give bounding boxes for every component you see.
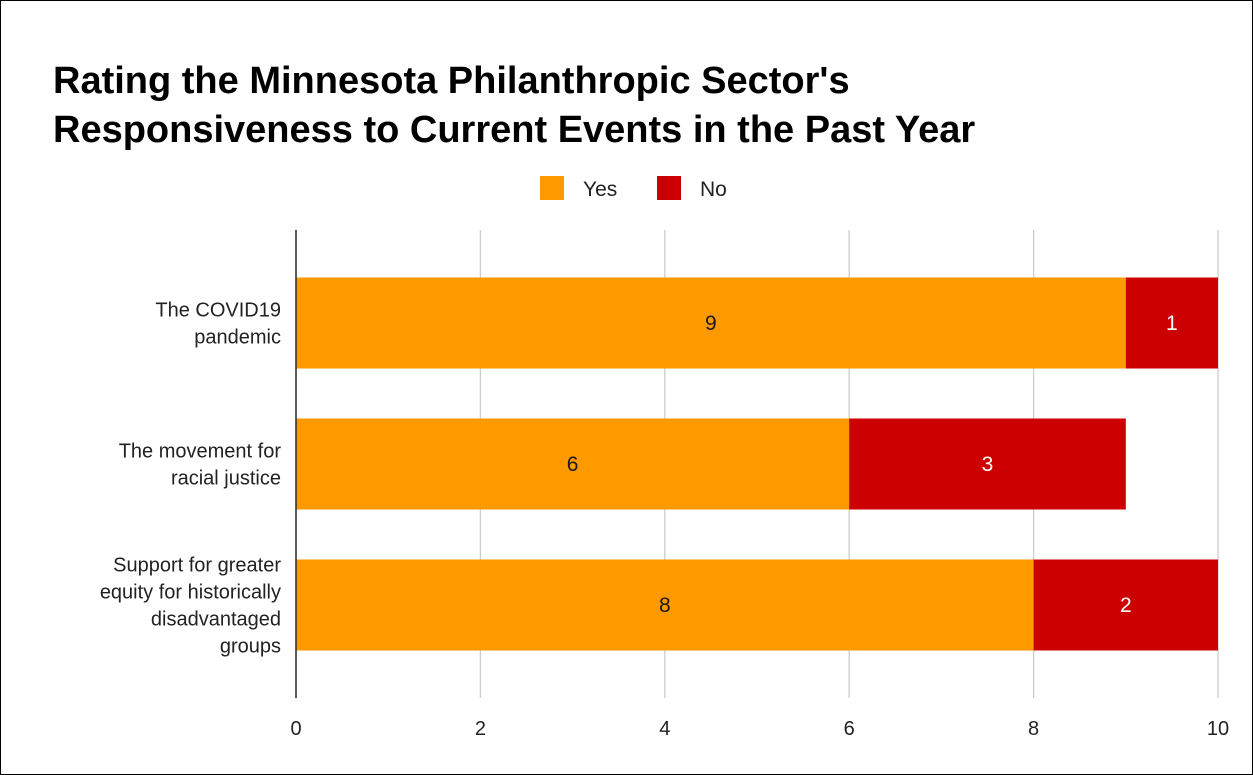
x-tick-label-2: 2 <box>475 718 486 740</box>
data-label-no-2: 2 <box>1120 594 1132 617</box>
bar-no-0 <box>1125 277 1218 369</box>
bar-no-2 <box>1033 559 1218 651</box>
x-tick-label-6: 6 <box>844 718 855 740</box>
x-tick-label-4: 4 <box>659 718 670 740</box>
data-label-yes-2: 8 <box>659 594 671 617</box>
data-label-yes-1: 6 <box>567 453 579 476</box>
category-label-line: pandemic <box>194 327 281 349</box>
chart-title-line-1: Rating the Minnesota Philanthropic Secto… <box>53 60 850 102</box>
category-label-line: The movement for <box>119 441 282 463</box>
axes: 0 2 4 6 8 10 The COVID19 pandemic The movement f… <box>100 230 1229 740</box>
x-tick-label-0: 0 <box>290 718 301 740</box>
bars <box>296 277 1218 651</box>
legend-label-yes: Yes <box>583 178 617 201</box>
category-label-line: equity for historically <box>100 582 281 604</box>
category-label-0: The COVID19 pandemic <box>155 300 281 349</box>
legend-swatch-no <box>657 176 681 200</box>
category-label-line: racial justice <box>171 468 281 490</box>
bar-yes-0 <box>296 277 1126 369</box>
data-label-yes-0: 9 <box>705 312 717 335</box>
legend-label-no: No <box>700 178 727 201</box>
x-tick-label-8: 8 <box>1028 718 1039 740</box>
legend-swatch-yes <box>540 176 564 200</box>
bar-yes-2 <box>296 559 1034 651</box>
category-label-2: Support for greater equity for historical… <box>100 555 282 658</box>
category-label-line: The COVID19 <box>155 300 281 322</box>
bar-yes-1 <box>296 418 850 510</box>
chart-title-line-2: Responsiveness to Current Events in the … <box>53 109 976 151</box>
data-label-no-0: 1 <box>1166 312 1178 335</box>
category-label-line: groups <box>220 636 281 658</box>
data-label-no-1: 3 <box>982 453 994 476</box>
category-label-1: The movement for racial justice <box>119 441 282 490</box>
category-label-line: disadvantaged <box>151 609 281 631</box>
bar-no-1 <box>849 418 1126 510</box>
x-tick-label-10: 10 <box>1207 718 1229 740</box>
legend: Yes No <box>540 176 727 201</box>
chart-title: Rating the Minnesota Philanthropic Secto… <box>53 57 1203 155</box>
data-labels: 9 1 6 3 8 2 <box>567 312 1178 617</box>
category-label-line: Support for greater <box>113 555 281 577</box>
